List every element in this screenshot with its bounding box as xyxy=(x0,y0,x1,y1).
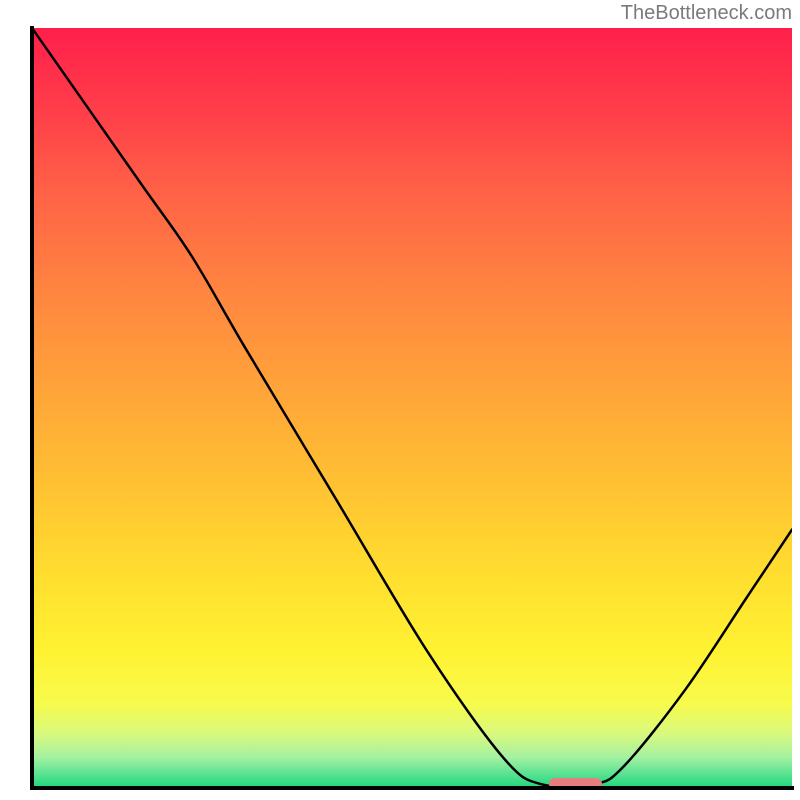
y-axis xyxy=(30,28,34,790)
watermark-text: TheBottleneck.com xyxy=(621,2,792,25)
x-axis xyxy=(30,786,794,790)
plot-area xyxy=(32,28,792,788)
chart-container: TheBottleneck.com xyxy=(0,0,800,800)
curve-line xyxy=(32,28,792,788)
y-axis-cap xyxy=(30,26,34,30)
